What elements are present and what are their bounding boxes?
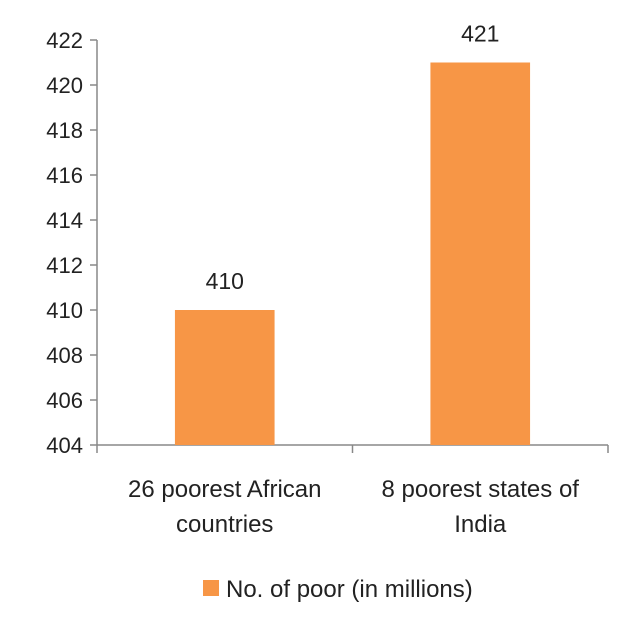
data-label: 421 (461, 21, 499, 47)
y-tick-label: 408 (46, 343, 83, 368)
y-tick-label: 404 (46, 433, 83, 458)
y-tick-label: 410 (46, 298, 83, 323)
y-tick-label: 412 (46, 253, 83, 278)
legend: No. of poor (in millions) (203, 576, 473, 603)
legend-swatch (203, 580, 219, 596)
y-tick-label: 418 (46, 118, 83, 143)
bar (430, 62, 531, 445)
bar (174, 310, 275, 445)
y-tick-label: 422 (46, 28, 83, 53)
y-axis: 404 406 408 410 412 414 416 418 420 422 (46, 28, 98, 458)
x-category-label: 26 poorest African countries (128, 476, 321, 538)
x-axis: 26 poorest African countries 8 poorest sta… (96, 444, 609, 538)
legend-label: No. of poor (in millions) (226, 576, 473, 603)
y-tick-label: 420 (46, 73, 83, 98)
y-tick-label: 414 (46, 208, 83, 233)
x-category-label: 8 poorest states of India (382, 476, 580, 538)
data-label: 410 (206, 268, 244, 294)
bars: 410 421 (174, 21, 531, 445)
y-tick-label: 406 (46, 388, 83, 413)
y-tick-label: 416 (46, 163, 83, 188)
